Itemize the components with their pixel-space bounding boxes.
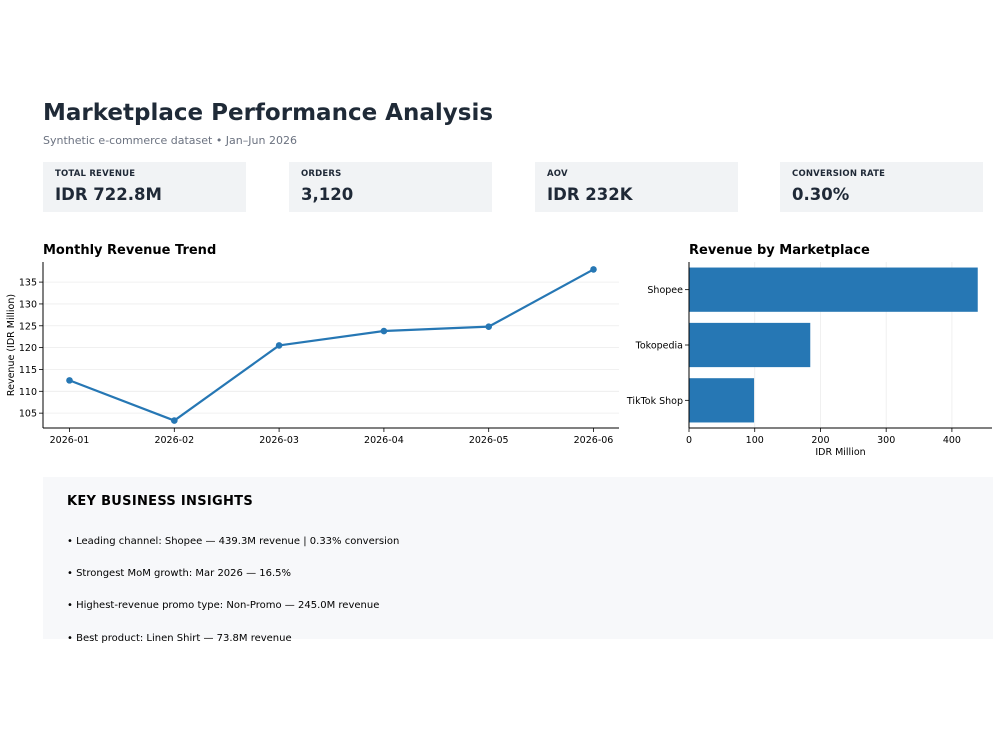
kpi-card-aov: AOV IDR 232K bbox=[535, 162, 738, 212]
data-point bbox=[485, 323, 493, 330]
kpi-label: AOV bbox=[547, 169, 568, 179]
data-point bbox=[380, 327, 388, 335]
page-subtitle: Synthetic e-commerce dataset • Jan–Jun 2… bbox=[43, 134, 297, 147]
key-insights-panel: KEY BUSINESS INSIGHTS • Leading channel:… bbox=[43, 477, 993, 644]
x-tick-label: 400 bbox=[943, 435, 961, 446]
y-tick-label: 135 bbox=[19, 278, 37, 289]
y-tick-label: Shopee bbox=[647, 285, 683, 296]
x-tick-label: 2026-03 bbox=[259, 435, 299, 446]
kpi-card-conversion-rate: CONVERSION RATE 0.30% bbox=[780, 162, 983, 212]
kpi-value: 0.30% bbox=[792, 185, 850, 204]
x-tick-label: 0 bbox=[686, 435, 692, 446]
insights-title: KEY BUSINESS INSIGHTS bbox=[67, 494, 253, 509]
bar bbox=[689, 267, 978, 312]
y-tick-label: 110 bbox=[19, 387, 37, 398]
x-tick-label: 2026-04 bbox=[364, 435, 404, 446]
y-tick-label: 120 bbox=[19, 343, 37, 354]
y-tick-label: 105 bbox=[19, 409, 37, 420]
bar bbox=[689, 378, 755, 423]
kpi-card-total-revenue: TOTAL REVENUE IDR 722.8M bbox=[43, 162, 246, 212]
insight-item: • Highest-revenue promo type: Non-Promo … bbox=[67, 600, 380, 611]
kpi-value: IDR 232K bbox=[547, 185, 633, 204]
y-tick-label: 115 bbox=[19, 365, 37, 376]
kpi-label: CONVERSION RATE bbox=[792, 169, 886, 179]
kpi-card-orders: ORDERS 3,120 bbox=[289, 162, 492, 212]
bar bbox=[689, 322, 811, 368]
x-tick-label: 300 bbox=[877, 435, 895, 446]
kpi-value: IDR 722.8M bbox=[55, 185, 162, 204]
x-tick-label: 2026-01 bbox=[50, 435, 90, 446]
x-tick-label: 2026-02 bbox=[154, 435, 194, 446]
y-tick-label: 130 bbox=[19, 299, 37, 310]
bar-chart-title: Revenue by Marketplace bbox=[689, 243, 870, 258]
data-point bbox=[66, 377, 73, 384]
insight-item: • Strongest MoM growth: Mar 2026 — 16.5% bbox=[67, 568, 292, 579]
line-chart-title: Monthly Revenue Trend bbox=[43, 243, 217, 258]
y-tick-label: TikTok Shop bbox=[626, 396, 683, 407]
x-tick-label: 100 bbox=[746, 435, 764, 446]
y-axis-label: Revenue (IDR Million) bbox=[6, 294, 17, 396]
data-point bbox=[275, 342, 283, 349]
revenue-series-line bbox=[69, 268, 595, 422]
kpi-label: ORDERS bbox=[301, 169, 342, 179]
x-axis-label: IDR Million bbox=[815, 447, 865, 458]
insight-item: • Leading channel: Shopee — 439.3M reven… bbox=[67, 536, 400, 547]
page-title: Marketplace Performance Analysis bbox=[43, 100, 494, 126]
data-point bbox=[590, 266, 597, 273]
y-tick-label: Tokopedia bbox=[635, 341, 683, 352]
insight-item: • Best product: Linen Shirt — 73.8M reve… bbox=[67, 633, 292, 644]
data-point bbox=[171, 417, 178, 424]
x-tick-label: 200 bbox=[811, 435, 829, 446]
kpi-label: TOTAL REVENUE bbox=[55, 169, 136, 179]
kpi-value: 3,120 bbox=[301, 185, 354, 204]
x-tick-label: 2026-06 bbox=[574, 435, 614, 446]
x-tick-label: 2026-05 bbox=[469, 435, 509, 446]
y-tick-label: 125 bbox=[19, 321, 37, 332]
